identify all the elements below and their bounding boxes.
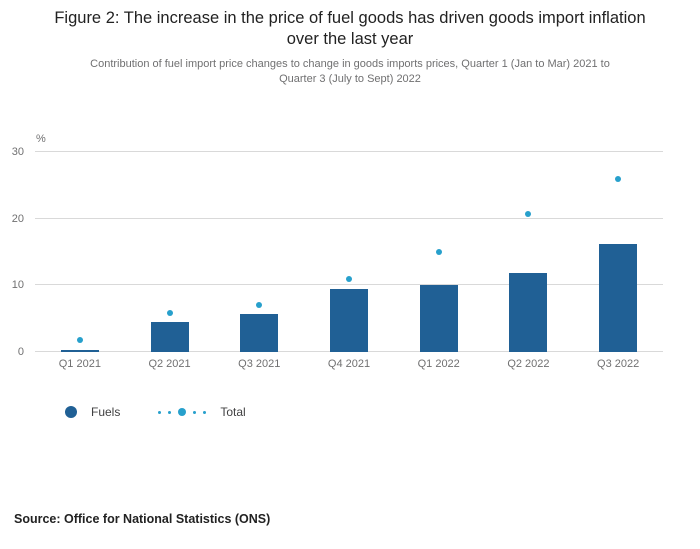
bar-fuels bbox=[419, 285, 458, 352]
legend-label-fuels: Fuels bbox=[91, 405, 121, 419]
total-marker-icon bbox=[158, 408, 207, 416]
gridline bbox=[35, 217, 663, 219]
bar-fuels bbox=[599, 244, 638, 352]
x-tick-label: Q2 2022 bbox=[507, 358, 550, 370]
bar-fuels bbox=[240, 314, 279, 352]
total-marker-dot bbox=[168, 410, 172, 414]
dot-total bbox=[615, 175, 622, 182]
legend-item-total: Total bbox=[158, 405, 246, 419]
chart-legend: Fuels Total bbox=[65, 405, 246, 419]
bar-fuels bbox=[60, 350, 99, 352]
legend-item-fuels: Fuels bbox=[65, 405, 120, 419]
x-tick-label: Q4 2021 bbox=[327, 358, 371, 370]
dot-total bbox=[346, 275, 352, 282]
y-tick-label: 20 bbox=[11, 212, 24, 225]
page-title: Figure 2: The increase in the price of f… bbox=[54, 9, 646, 49]
x-tick-label: Q2 2021 bbox=[148, 358, 191, 370]
bar-fuels bbox=[509, 273, 548, 352]
y-axis: 0 10 20 30 bbox=[0, 146, 28, 358]
dot-total bbox=[76, 337, 83, 343]
y-tick-label: 10 bbox=[11, 279, 24, 292]
source-attribution: Source: Office for National Statistics (… bbox=[14, 512, 271, 526]
gridline bbox=[35, 151, 663, 152]
dot-total bbox=[525, 211, 532, 217]
x-axis-labels: Q1 2021 Q2 2021 Q3 2021 Q4 2021 Q1 2022 Q2 20… bbox=[35, 358, 663, 374]
plot-area bbox=[35, 151, 663, 352]
total-marker-dot bbox=[158, 410, 162, 414]
bar-fuels bbox=[150, 322, 189, 352]
x-tick-label: Q3 2021 bbox=[238, 358, 281, 370]
y-axis-unit-label: % bbox=[36, 133, 46, 145]
legend-label-total: Total bbox=[220, 405, 246, 419]
dot-total bbox=[256, 302, 263, 309]
total-marker-dot bbox=[193, 410, 197, 414]
y-tick-label: 30 bbox=[11, 146, 24, 158]
chart-subtitle: Contribution of fuel import price change… bbox=[90, 57, 610, 86]
x-tick-label: Q1 2022 bbox=[417, 358, 460, 370]
bar-fuels bbox=[330, 288, 368, 352]
gridline bbox=[35, 284, 663, 286]
x-tick-label: Q3 2022 bbox=[597, 358, 640, 370]
y-tick-label: 0 bbox=[17, 346, 24, 358]
x-tick-label: Q1 2021 bbox=[58, 358, 101, 370]
total-marker-dot bbox=[203, 410, 207, 414]
total-marker-dot bbox=[178, 408, 187, 416]
chart-region: % 0 10 20 30 Q1 2021 Q2 2021 Q3 2021 Q4 2021 Q1… bbox=[0, 130, 700, 380]
dot-total bbox=[166, 310, 173, 317]
dot-total bbox=[435, 249, 442, 255]
fuels-marker-icon bbox=[65, 406, 77, 418]
